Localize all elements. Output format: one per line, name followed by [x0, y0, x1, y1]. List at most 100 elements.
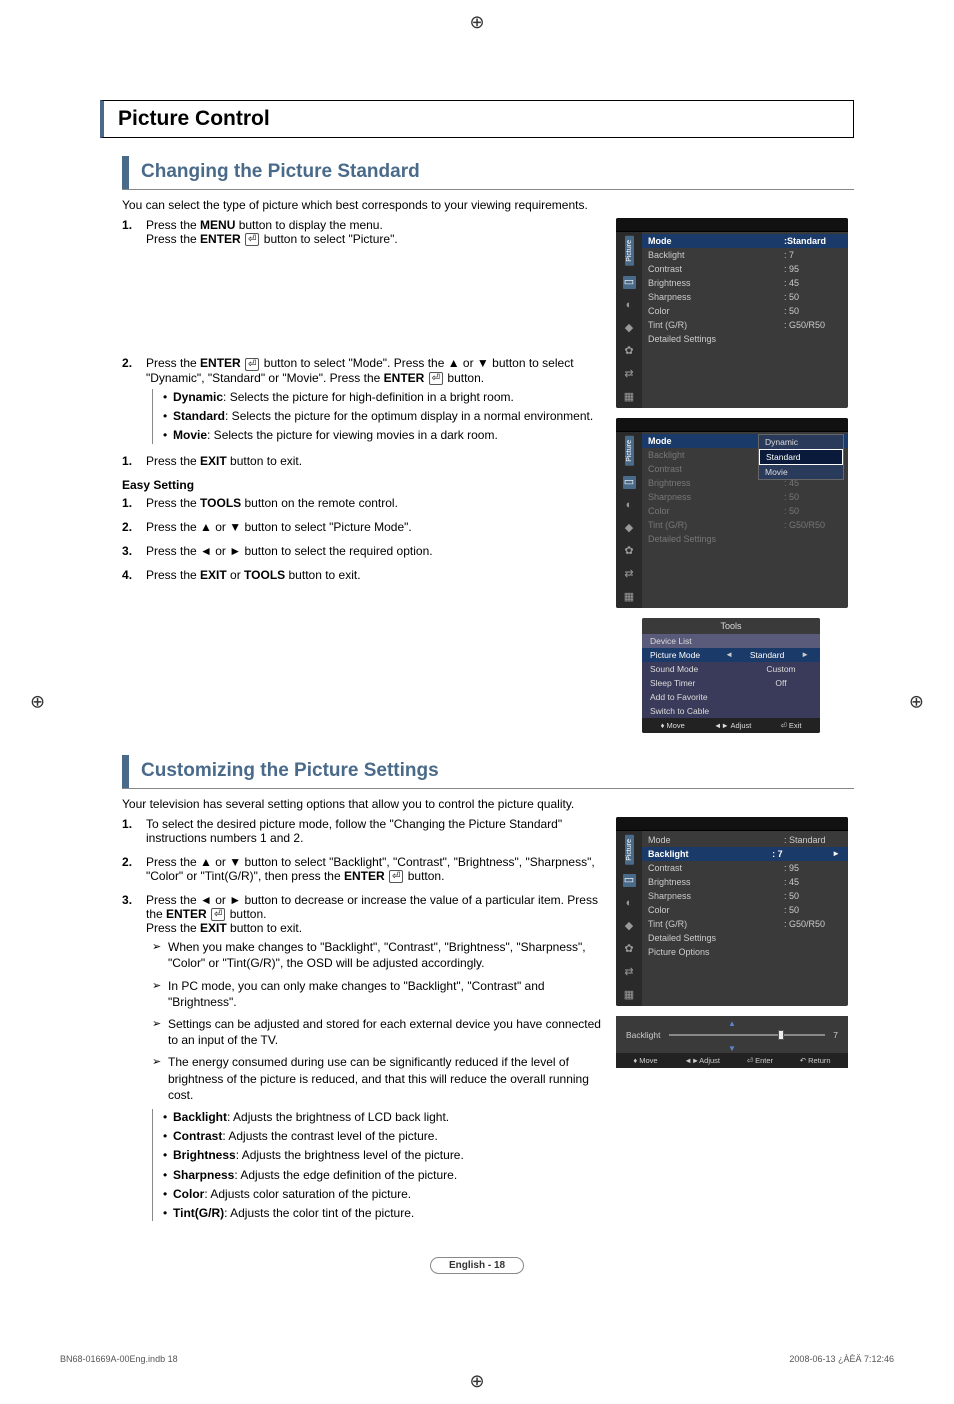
subsection-heading: Changing the Picture Standard	[122, 156, 854, 190]
option-movie: Movie: Selects the picture for viewing m…	[163, 427, 602, 443]
osd-row: Tint (G/R): G50/R50	[642, 518, 848, 532]
osd-side-tabs: Picture ▭ ◐ ◆ ✿ ⇄ ▦	[616, 432, 642, 608]
heading-accent-bar	[122, 156, 129, 189]
osd-row: Sharpness: 50	[642, 889, 848, 903]
enter-keyword: ENTER	[384, 371, 425, 385]
osd-row: Mode:Standard	[642, 234, 848, 248]
application-icon: ▦	[623, 391, 636, 404]
exit-keyword: EXIT	[200, 921, 227, 935]
exit-keyword: EXIT	[200, 568, 227, 582]
subsection-title: Customizing the Picture Settings	[141, 755, 439, 788]
input-icon: ⇄	[623, 568, 636, 581]
osd-row: Color: 50	[642, 504, 848, 518]
tools-row: Picture Mode◄Standard►	[642, 648, 820, 662]
steps-list: Press the MENU button to display the men…	[122, 218, 602, 246]
step-1: Press the MENU button to display the men…	[122, 218, 602, 246]
setup-icon: ✿	[623, 545, 636, 558]
tools-row: Sleep TimerOff	[642, 676, 820, 690]
tools-keyword: TOOLS	[200, 496, 241, 510]
osd-tab-picture: Picture	[625, 835, 634, 865]
def-contrast: Contrast: Adjusts the contrast level of …	[163, 1128, 602, 1144]
note: When you make changes to "Backlight", "C…	[152, 939, 602, 971]
subsection-heading: Customizing the Picture Settings	[122, 755, 854, 789]
osd-row: Mode: Standard	[642, 833, 848, 847]
osd-titlebar	[616, 418, 848, 432]
heading-accent-bar	[122, 755, 129, 788]
osd-row: Detailed Settings	[642, 332, 848, 346]
easy-step-4: Press the EXIT or TOOLS button to exit.	[122, 568, 602, 582]
easy-steps-list: Press the TOOLS button on the remote con…	[122, 496, 602, 582]
easy-step-2: Press the ▲ or ▼ button to select "Pictu…	[122, 520, 602, 534]
easy-setting-title: Easy Setting	[122, 478, 602, 492]
tools-row: Sound ModeCustom	[642, 662, 820, 676]
footer-filename: BN68-01669A-00Eng.indb 18	[60, 1354, 178, 1364]
tools-row: Device List	[642, 634, 820, 648]
step-1: To select the desired picture mode, foll…	[122, 817, 602, 845]
enter-keyword: ENTER	[200, 356, 241, 370]
osd-popup-option: Movie	[759, 465, 843, 479]
osd-rows: Mode:StandardBacklight: 7Contrast: 95Bri…	[642, 232, 848, 408]
osd-popup-option: Dynamic	[759, 435, 843, 449]
slider-track	[669, 1034, 826, 1036]
application-icon: ▦	[623, 989, 636, 1002]
easy-step-1: Press the TOOLS button on the remote con…	[122, 496, 602, 510]
osd-row: Sharpness: 50	[642, 290, 848, 304]
def-brightness: Brightness: Adjusts the brightness level…	[163, 1147, 602, 1163]
tools-row: Switch to Cable	[642, 704, 820, 718]
arrow-up-icon: ▲	[616, 1020, 848, 1028]
channel-icon: ◆	[623, 322, 636, 335]
sound-icon: ◐	[623, 897, 636, 910]
tools-rows: Device ListPicture Mode◄Standard►Sound M…	[642, 634, 820, 718]
osd-mode-popup: DynamicStandardMovie	[758, 434, 844, 480]
def-color: Color: Adjusts color saturation of the p…	[163, 1186, 602, 1202]
subsection-title: Changing the Picture Standard	[141, 156, 420, 189]
input-icon: ⇄	[623, 966, 636, 979]
option-standard: Standard: Selects the picture for the op…	[163, 408, 602, 424]
monitor-icon: ▭	[623, 276, 636, 289]
tools-footer: ♦ Move◄► Adjust⏎ Exit	[642, 718, 820, 733]
channel-icon: ◆	[623, 522, 636, 535]
step-3: Press the ◄ or ► button to decrease or i…	[122, 893, 602, 1221]
enter-icon: ⏎	[211, 908, 225, 921]
osd-row: Backlight: 7	[642, 248, 848, 262]
step-2: Press the ENTER ⏎ button to select "Mode…	[122, 356, 602, 443]
osd-row: Tint (G/R): G50/R50	[642, 318, 848, 332]
osd-row: Contrast: 95	[642, 861, 848, 875]
steps-list-cont: Press the ENTER ⏎ button to select "Mode…	[122, 356, 602, 467]
osd-row: Picture Options	[642, 945, 848, 959]
slider-thumb	[778, 1030, 784, 1040]
osd-row: Color: 50	[642, 304, 848, 318]
notes-list: When you make changes to "Backlight", "C…	[152, 939, 602, 1103]
tools-panel: Tools Device ListPicture Mode◄Standard►S…	[642, 618, 820, 733]
channel-icon: ◆	[623, 920, 636, 933]
arrow-down-icon: ▼	[616, 1045, 848, 1053]
menu-keyword: MENU	[200, 218, 235, 232]
osd-panel-picture: Picture ▭ ◐ ◆ ✿ ⇄ ▦ Mode:StandardBacklig…	[616, 218, 848, 408]
steps-list: To select the desired picture mode, foll…	[122, 817, 602, 1221]
exit-keyword: EXIT	[200, 454, 227, 468]
definitions-list: Backlight: Adjusts the brightness of LCD…	[152, 1109, 602, 1221]
osd-rows: DynamicStandardMovie ModeBacklightContra…	[642, 432, 848, 608]
step-3: Press the EXIT button to exit.	[122, 454, 602, 468]
osd-row: Brightness: 45	[642, 276, 848, 290]
easy-step-3: Press the ◄ or ► button to select the re…	[122, 544, 602, 558]
def-sharpness: Sharpness: Adjusts the edge definition o…	[163, 1167, 602, 1183]
page-body: Picture Control Changing the Picture Sta…	[0, 30, 954, 1294]
enter-icon: ⏎	[429, 372, 443, 385]
print-footer: BN68-01669A-00Eng.indb 18 2008-06-13 ¿ÀÈ…	[0, 1294, 954, 1364]
def-backlight: Backlight: Adjusts the brightness of LCD…	[163, 1109, 602, 1125]
enter-icon: ⏎	[245, 233, 259, 246]
osd-row: Detailed Settings	[642, 931, 848, 945]
monitor-icon: ▭	[623, 476, 636, 489]
osd-popup-option: Standard	[759, 449, 843, 465]
footer-timestamp: 2008-06-13 ¿ÀÈÄ 7:12:46	[789, 1354, 894, 1364]
osd-row: Detailed Settings	[642, 532, 848, 546]
note: In PC mode, you can only make changes to…	[152, 978, 602, 1010]
tools-keyword: TOOLS	[244, 568, 285, 582]
section-header: Picture Control	[100, 100, 854, 138]
note: Settings can be adjusted and stored for …	[152, 1016, 602, 1048]
osd-row: Brightness: 45	[642, 875, 848, 889]
page-number: English - 18	[100, 1257, 854, 1274]
registration-mark-icon: ⊕	[469, 1371, 484, 1392]
enter-icon: ⏎	[389, 870, 403, 883]
